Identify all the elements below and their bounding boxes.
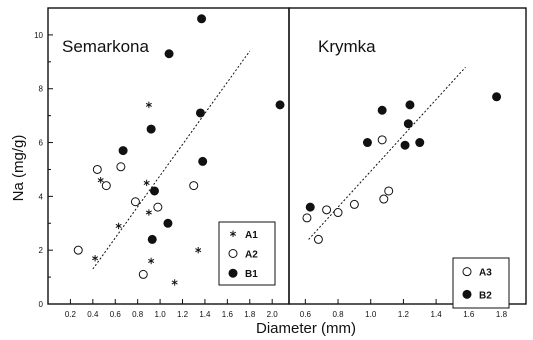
x-tick-label: 1.4: [431, 310, 443, 319]
y-tick-label: 8: [39, 85, 44, 94]
legend-label-a2: A2: [245, 250, 258, 261]
point-b1: [197, 14, 207, 24]
point-a2: [138, 269, 148, 279]
point-b2: [305, 202, 315, 212]
point-b2: [362, 138, 372, 148]
legend-marker-b1: [228, 268, 238, 278]
point-b2: [400, 140, 410, 150]
legend-marker-a1: [229, 230, 237, 238]
x-tick-label: 1.2: [177, 310, 189, 319]
legend-label-b2: B2: [479, 290, 492, 301]
point-b1: [149, 186, 159, 196]
point-b1: [195, 108, 205, 118]
panel-frame-krymka: [288, 7, 527, 305]
point-a2: [189, 181, 199, 191]
x-tick-label: 1.8: [496, 310, 508, 319]
point-b2: [403, 119, 413, 129]
y-tick-label: 2: [39, 246, 44, 255]
axis-ticks: 0 2 4 6 8 10 0.2 0.4 0.6 0.8 1.0 1.2 1.4 1.6 1.8 2.0 0.6…: [34, 31, 507, 319]
point-a3: [384, 186, 394, 196]
point-a3: [377, 135, 387, 145]
x-axis-label: Diameter (mm): [256, 320, 356, 337]
point-a3: [322, 205, 332, 215]
legend-box-semarkona: [218, 221, 276, 286]
point-b1: [147, 234, 157, 244]
point-a2: [101, 181, 111, 191]
y-axis-label: Na (mg/g): [10, 135, 27, 202]
x-tick-label: 0.8: [132, 310, 144, 319]
point-b2: [377, 105, 387, 115]
point-a1: [195, 246, 202, 254]
point-a2: [73, 245, 83, 255]
legend-box-krymka: [452, 257, 510, 309]
y-tick-label: 0: [39, 300, 44, 309]
x-tick-label: 1.8: [244, 310, 256, 319]
x-tick-label: 1.4: [199, 310, 211, 319]
point-b1: [146, 124, 156, 134]
point-a3: [379, 194, 389, 204]
point-a1: [115, 222, 122, 230]
point-b1: [163, 218, 173, 228]
legend-marker-a2: [228, 249, 238, 258]
point-b1: [164, 49, 174, 59]
point-a1: [171, 279, 178, 286]
point-b2: [415, 138, 425, 148]
x-tick-label: 0.4: [87, 310, 99, 319]
x-tick-label: 0.8: [332, 310, 344, 319]
point-a2: [116, 162, 126, 172]
point-a2: [130, 197, 140, 207]
point-a1: [145, 101, 152, 109]
point-a1: [97, 177, 104, 184]
legend-label-a1: A1: [245, 230, 258, 241]
x-tick-label: 1.0: [155, 310, 167, 319]
panel-frames: [47, 7, 527, 305]
legend-label-a3: A3: [479, 268, 492, 279]
legend-marker-a3: [462, 267, 472, 277]
panel-title-krymka: Krymka: [318, 37, 376, 56]
point-b2: [405, 100, 415, 110]
legend-label-b1: B1: [245, 269, 258, 280]
point-a2: [153, 202, 163, 212]
panel-titles: Semarkona Krymka: [62, 37, 376, 56]
x-tick-label: 1.2: [398, 310, 410, 319]
point-a1: [92, 255, 99, 262]
point-a3: [302, 213, 312, 223]
legend-marker-b2: [462, 289, 472, 299]
x-tick-label: 0.6: [110, 310, 122, 319]
x-tick-label: 2.0: [267, 310, 279, 319]
point-a2: [92, 164, 102, 174]
data-points: [73, 14, 502, 286]
y-tick-label: 10: [34, 31, 43, 40]
point-a1: [145, 209, 152, 216]
trend-line-semarkona: [92, 50, 251, 270]
y-tick-label: 4: [39, 192, 44, 201]
point-b1: [275, 100, 285, 110]
point-b1: [118, 146, 128, 156]
x-tick-label: 1.6: [463, 310, 475, 319]
x-tick-label: 0.6: [300, 310, 312, 319]
x-tick-label: 1.0: [365, 310, 377, 319]
point-a3: [313, 234, 323, 244]
x-tick-label: 1.6: [222, 310, 234, 319]
point-a3: [349, 199, 359, 209]
legends: A1 A2 B1 A3 B2: [218, 221, 510, 309]
point-a1: [143, 179, 150, 187]
trend-lines: [92, 50, 466, 270]
y-tick-label: 6: [39, 139, 44, 148]
panel-title-semarkona: Semarkona: [62, 37, 149, 56]
point-b1: [198, 156, 208, 166]
x-tick-label: 0.2: [65, 310, 77, 319]
trend-line-krymka: [308, 66, 466, 240]
point-a1: [148, 257, 155, 265]
point-a3: [333, 208, 343, 218]
point-b2: [492, 92, 502, 102]
